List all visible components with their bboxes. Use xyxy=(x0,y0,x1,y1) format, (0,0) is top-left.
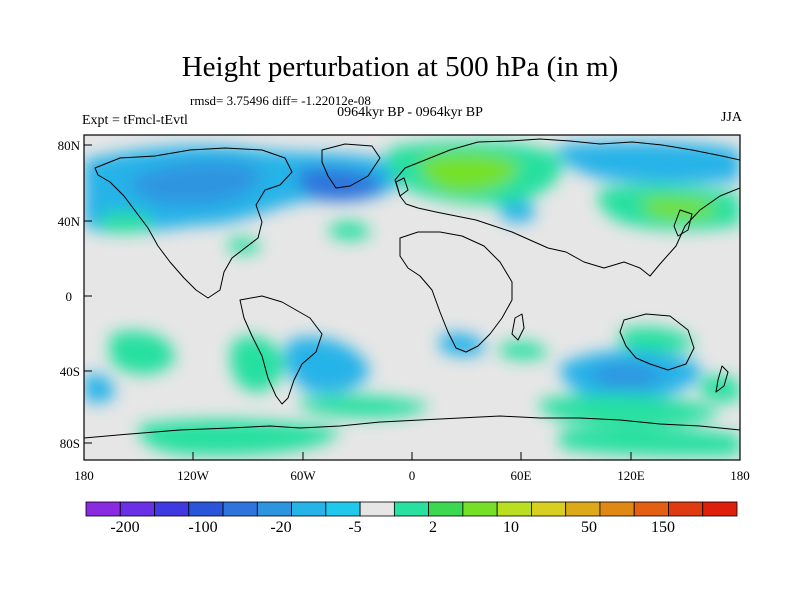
colorbar-swatch xyxy=(222,501,258,517)
colorbar-swatch xyxy=(85,501,121,517)
colorbar-swatch xyxy=(565,501,601,517)
experiment-label: Expt = tFmcl-tEvtl xyxy=(82,113,188,128)
anomaly-neg-asia-small xyxy=(500,198,535,223)
lon-label-120e: 120E xyxy=(617,468,645,483)
anomaly-neg-canada-core xyxy=(130,161,261,205)
anomaly-pos-australia-east xyxy=(620,326,695,353)
coastline-new-zealand xyxy=(715,365,729,393)
coastline-north-america xyxy=(94,147,293,299)
anomaly-pos-antarctica-east xyxy=(560,427,740,457)
coastline-greenland xyxy=(321,143,381,189)
longitude-axis: 180 120W 60W 0 60E 120E 180 xyxy=(74,452,750,483)
colorbar-labels: -200 -100 -20 -5 2 10 50 150 xyxy=(110,519,675,536)
lon-label-120w: 120W xyxy=(177,468,210,483)
colorbar-swatch xyxy=(496,501,532,517)
colorbar-swatch xyxy=(668,501,704,517)
coastline-south-america xyxy=(239,295,323,405)
lon-label-180e: 180 xyxy=(730,468,750,483)
anomaly-pos-siberia-core xyxy=(419,153,520,193)
map-panel xyxy=(84,135,740,460)
colorbar-label-2: -20 xyxy=(270,519,291,536)
colorbar-swatch xyxy=(702,501,738,517)
colorbar-swatch xyxy=(154,501,190,517)
colorbar-swatch xyxy=(291,501,327,517)
coastline-british-isles xyxy=(395,177,409,197)
lon-label-60w: 60W xyxy=(290,468,316,483)
lat-label-80s: 80S xyxy=(60,436,80,451)
anomaly-neg-west-pacific xyxy=(559,141,740,184)
lon-label-60e: 60E xyxy=(511,468,532,483)
lat-label-equator: 0 xyxy=(66,289,73,304)
colorbar-label-5: 10 xyxy=(503,519,519,536)
anomaly-neg-atlantic-core xyxy=(298,168,385,202)
lon-label-0: 0 xyxy=(409,468,416,483)
anomaly-pos-east-pacific-north xyxy=(100,211,155,233)
anomaly-pos-south-pacific xyxy=(110,331,175,375)
colorbar-swatch xyxy=(119,501,155,517)
anomaly-pos-north-atlantic xyxy=(330,221,370,241)
plot-title: Height perturbation at 500 hPa (in m) xyxy=(181,51,619,83)
colorbar-label-1: -100 xyxy=(188,519,217,536)
latitude-axis: 80N 40N 0 40S 80S xyxy=(58,138,92,451)
coastline-eurasia xyxy=(394,138,740,277)
coastline-japan xyxy=(673,209,693,237)
coastlines xyxy=(84,138,740,439)
coastline-antarctica xyxy=(84,415,740,439)
stats-subtitle: rmsd= 3.75496 diff= -1.22012e-08 xyxy=(190,93,371,108)
period-label: 0964kyr BP - 0964kyr BP xyxy=(337,105,483,120)
lat-label-80n: 80N xyxy=(58,138,81,153)
colorbar-label-0: -200 xyxy=(110,519,139,536)
lat-label-40s: 40S xyxy=(60,364,80,379)
colorbar-swatch xyxy=(393,501,430,517)
colorbar-swatch xyxy=(599,501,635,517)
anomaly-pos-south-america-west xyxy=(230,336,285,393)
colorbar-swatch xyxy=(325,501,361,517)
coastline-australia xyxy=(619,313,695,371)
anomaly-neg-south-pacific-east xyxy=(285,336,370,394)
colorbar xyxy=(85,501,738,517)
colorbar-label-7: 150 xyxy=(651,519,675,536)
lat-label-40n: 40N xyxy=(58,214,81,229)
coastline-africa xyxy=(399,231,513,353)
anomaly-neg-indian-core xyxy=(590,363,665,388)
colorbar-swatch xyxy=(188,501,224,517)
colorbar-swatch xyxy=(256,501,292,517)
anomaly-pos-southern-ocean-atlantic xyxy=(298,395,430,418)
anomaly-pos-south-atlantic xyxy=(500,341,548,360)
anomaly-neg-southeast-pacific xyxy=(84,373,115,403)
colorbar-swatch xyxy=(462,501,498,517)
colorbar-swatch xyxy=(428,501,464,517)
colorbar-label-6: 50 xyxy=(581,519,597,536)
anomaly-pos-antarctica-west xyxy=(139,419,340,456)
coastline-madagascar xyxy=(511,313,525,341)
anomaly-pos-southern-ocean-indian xyxy=(539,394,720,427)
colorbar-label-3: -5 xyxy=(348,519,361,536)
colorbar-swatch xyxy=(359,501,395,517)
colorbar-label-4: 2 xyxy=(429,519,437,536)
season-label: JJA xyxy=(720,110,742,125)
colorbar-swatch xyxy=(531,501,567,517)
lon-label-180w: 180 xyxy=(74,468,94,483)
colorbar-swatch xyxy=(633,501,669,517)
anomaly-pos-east-asia-core xyxy=(640,197,720,220)
